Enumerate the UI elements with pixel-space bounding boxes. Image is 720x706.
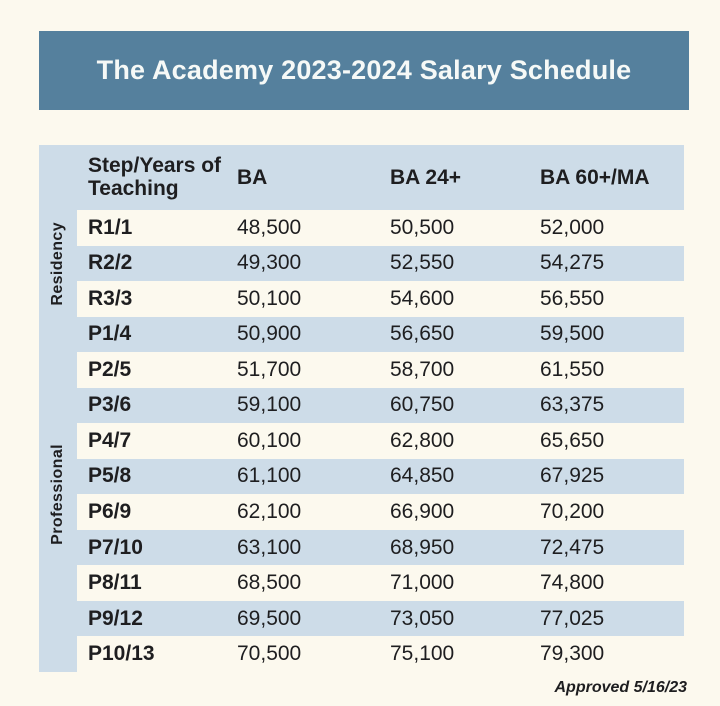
cell-step: P7/10 (88, 535, 143, 559)
salary-table: Residency Professional Step/Years of Tea… (39, 145, 684, 672)
cell-ba60: 74,800 (540, 571, 605, 595)
cell-ba: 49,300 (237, 251, 302, 275)
table-row: R3/3 50,100 54,600 56,550 (77, 281, 684, 317)
cell-ba: 70,500 (237, 642, 302, 666)
column-header-ba: BA (237, 165, 268, 189)
table-row: R2/2 49,300 52,550 54,275 (77, 245, 684, 282)
cell-ba24: 62,800 (390, 428, 455, 452)
cell-ba24: 68,950 (390, 535, 455, 559)
table-row: P6/9 62,100 66,900 70,200 (77, 494, 684, 530)
table-row: P1/4 50,900 56,650 59,500 (77, 316, 684, 353)
table-header-row: Step/Years of Teaching BA BA 24+ BA 60+/… (77, 145, 684, 210)
table-row: P10/13 70,500 75,100 79,300 (77, 636, 684, 672)
cell-ba60: 77,025 (540, 606, 605, 630)
group-label-residency: Residency (49, 221, 66, 306)
column-header-ba24: BA 24+ (390, 165, 462, 189)
cell-ba: 60,100 (237, 428, 302, 452)
cell-ba60: 72,475 (540, 535, 605, 559)
table-row: P8/11 68,500 71,000 74,800 (77, 565, 684, 601)
cell-ba: 51,700 (237, 357, 302, 381)
cell-ba60: 59,500 (540, 322, 605, 346)
cell-step: P4/7 (88, 428, 132, 452)
cell-ba60: 67,925 (540, 464, 605, 488)
row-group-strip: Residency Professional (39, 145, 77, 672)
cell-ba24: 54,600 (390, 286, 455, 310)
cell-step: P5/8 (88, 464, 132, 488)
cell-ba: 50,100 (237, 286, 302, 310)
cell-ba: 48,500 (237, 215, 302, 239)
group-label-professional: Professional (49, 444, 66, 545)
cell-ba60: 70,200 (540, 500, 605, 524)
cell-ba60: 65,650 (540, 428, 605, 452)
table-row: P2/5 51,700 58,700 61,550 (77, 352, 684, 388)
approved-note: Approved 5/16/23 (554, 679, 688, 696)
column-header-step: Step/Years of Teaching (88, 153, 222, 200)
cell-ba24: 52,550 (390, 251, 455, 275)
table-row: P7/10 63,100 68,950 72,475 (77, 529, 684, 566)
cell-step: R2/2 (88, 251, 133, 275)
cell-ba24: 64,850 (390, 464, 455, 488)
table-row: P3/6 59,100 60,750 63,375 (77, 387, 684, 424)
cell-step: P8/11 (88, 571, 142, 595)
cell-step: P2/5 (88, 357, 132, 381)
table-row: R1/1 48,500 50,500 52,000 (77, 210, 684, 246)
column-header-ba60: BA 60+/MA (540, 165, 650, 189)
cell-ba24: 73,050 (390, 606, 455, 630)
table-grid: Step/Years of Teaching BA BA 24+ BA 60+/… (77, 145, 684, 672)
cell-ba: 63,100 (237, 535, 302, 559)
cell-step: P10/13 (88, 642, 155, 666)
cell-ba24: 75,100 (390, 642, 455, 666)
cell-ba24: 58,700 (390, 357, 455, 381)
cell-ba24: 56,650 (390, 322, 455, 346)
table-row: P9/12 69,500 73,050 77,025 (77, 600, 684, 637)
cell-ba: 62,100 (237, 500, 302, 524)
page-title: The Academy 2023-2024 Salary Schedule (96, 55, 632, 85)
cell-step: R3/3 (88, 286, 133, 310)
title-banner: The Academy 2023-2024 Salary Schedule (39, 31, 689, 110)
table-row: P5/8 61,100 64,850 67,925 (77, 458, 684, 495)
cell-ba24: 60,750 (390, 393, 455, 417)
cell-ba: 69,500 (237, 606, 302, 630)
cell-ba: 50,900 (237, 322, 302, 346)
cell-ba60: 54,275 (540, 251, 605, 275)
cell-ba60: 56,550 (540, 286, 605, 310)
cell-ba24: 50,500 (390, 215, 455, 239)
cell-ba: 68,500 (237, 571, 302, 595)
cell-ba60: 79,300 (540, 642, 605, 666)
cell-ba: 59,100 (237, 393, 302, 417)
cell-ba: 61,100 (237, 464, 302, 488)
cell-step: R1/1 (88, 215, 133, 239)
table-row: P4/7 60,100 62,800 65,650 (77, 423, 684, 459)
cell-ba60: 61,550 (540, 357, 605, 381)
cell-ba60: 63,375 (540, 393, 605, 417)
cell-ba24: 66,900 (390, 500, 455, 524)
cell-step: P1/4 (88, 322, 132, 346)
cell-ba24: 71,000 (390, 571, 455, 595)
cell-step: P9/12 (88, 606, 143, 630)
cell-step: P6/9 (88, 500, 132, 524)
cell-ba60: 52,000 (540, 215, 605, 239)
cell-step: P3/6 (88, 393, 132, 417)
